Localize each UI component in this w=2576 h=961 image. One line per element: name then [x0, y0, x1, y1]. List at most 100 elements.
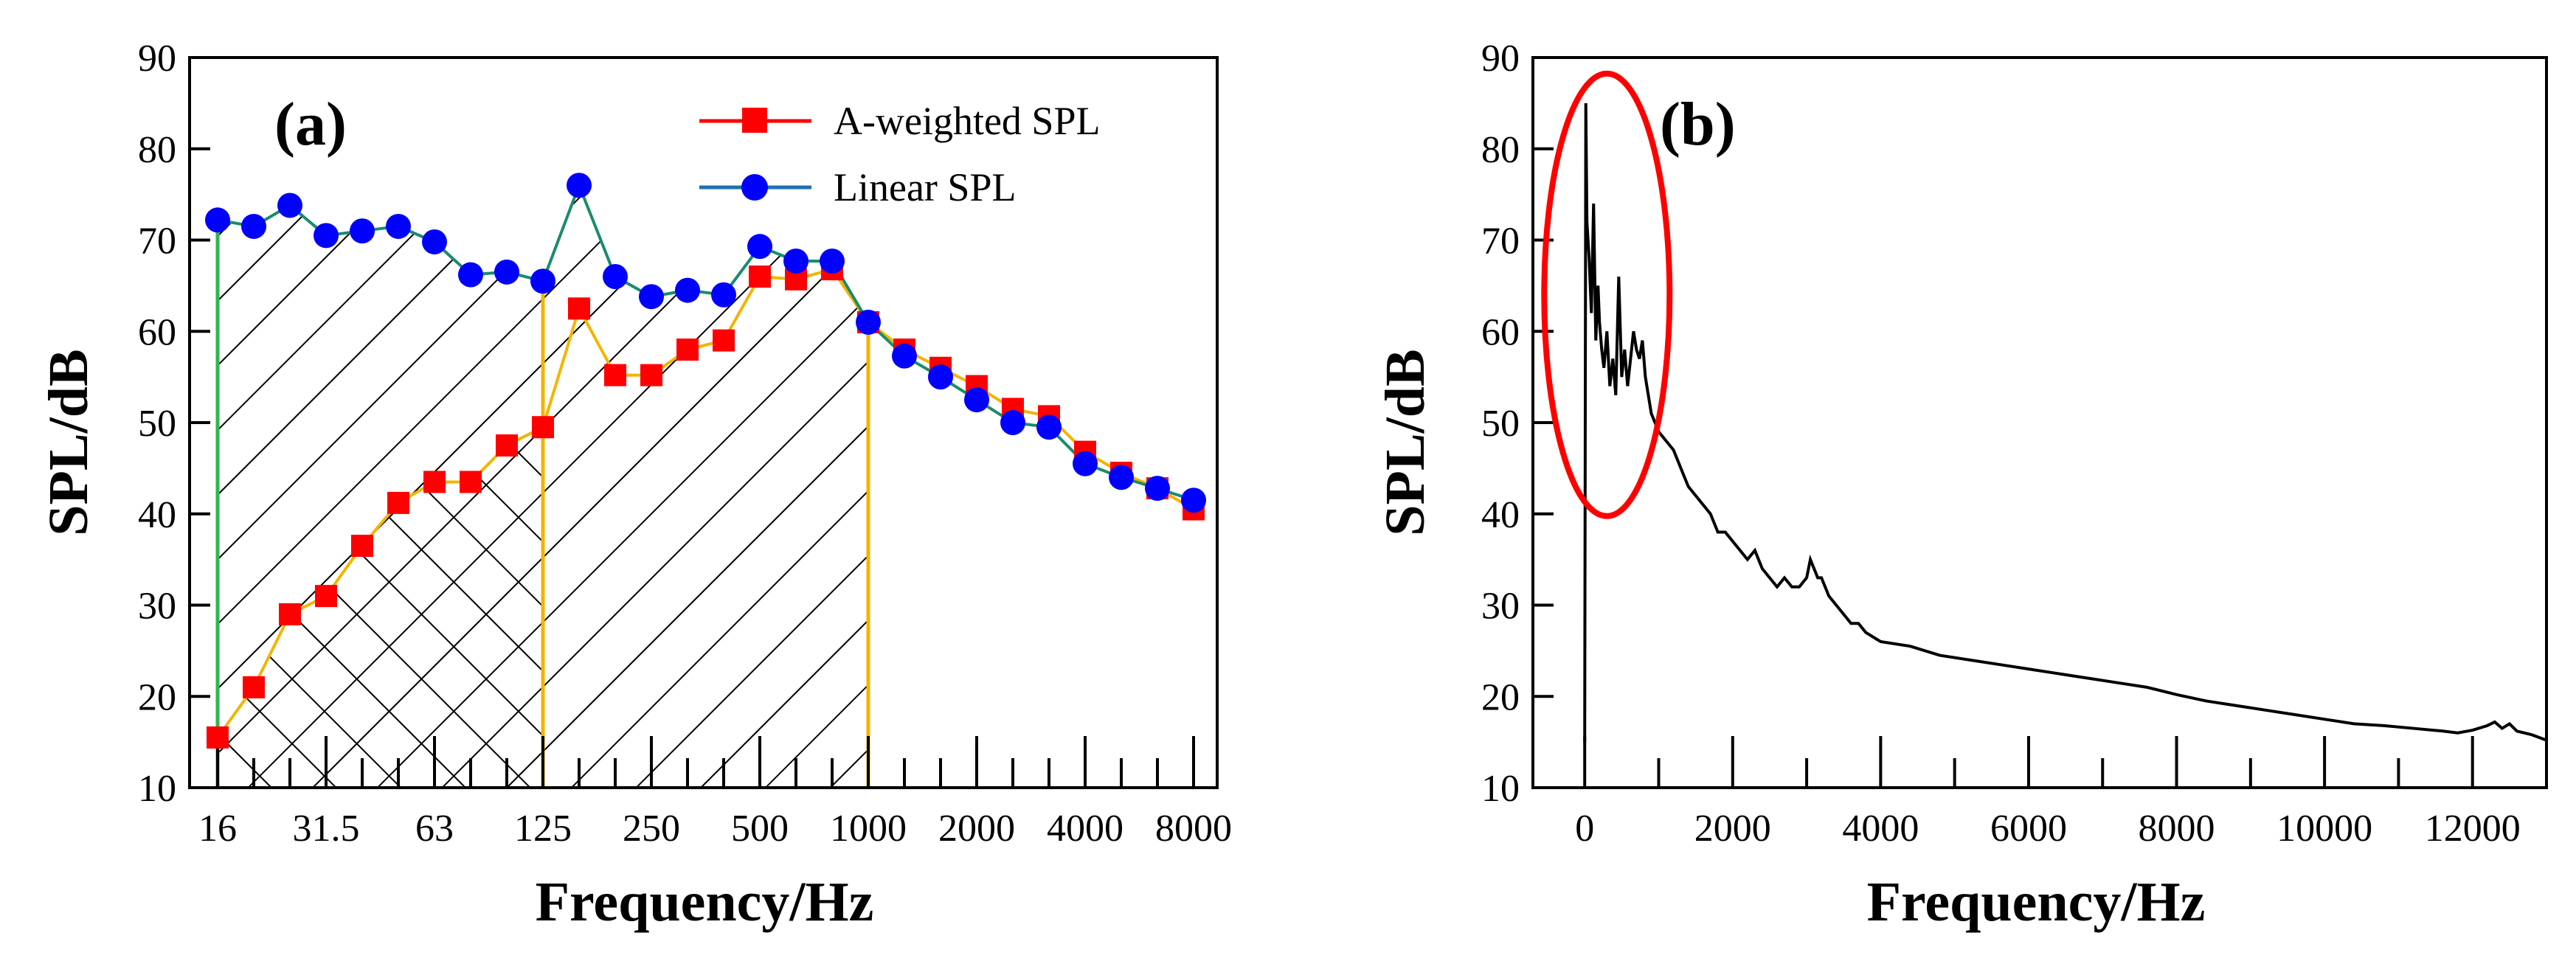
legend-marker-circle — [741, 174, 768, 201]
y-tick-labels: 10 20 30 40 50 60 70 80 90 — [1481, 38, 1520, 810]
data-point-a-weighted — [568, 297, 590, 320]
data-point-a-weighted — [460, 471, 482, 493]
data-point-linear — [928, 364, 953, 390]
y-tick-label: 10 — [1481, 768, 1520, 810]
panel-label-a: (a) — [274, 90, 347, 159]
y-tick-label: 30 — [138, 586, 176, 628]
data-point-a-weighted — [315, 585, 337, 608]
data-point-a-weighted — [676, 339, 699, 361]
y-tick-label: 60 — [1481, 311, 1520, 353]
x-tick-label: 250 — [623, 808, 680, 850]
data-point-a-weighted — [279, 603, 301, 625]
y-tick-label: 40 — [138, 494, 176, 536]
y-tick-label: 90 — [138, 38, 176, 80]
panel-label-b: (b) — [1660, 90, 1736, 159]
data-point-linear — [820, 248, 845, 274]
y-tick-label: 40 — [1481, 494, 1520, 536]
x-tick-label: 4000 — [1047, 808, 1123, 850]
data-point-a-weighted — [351, 535, 373, 558]
data-point-linear — [783, 248, 809, 274]
x-tick-label: 10000 — [2276, 808, 2372, 850]
x-tick-labels: 0 2000 4000 6000 8000 10000 12000 — [1575, 808, 2521, 850]
chart-panel-b: 10 20 30 40 50 60 70 80 90 0 2000 4000 6000 8000 1000… — [1374, 38, 2548, 933]
y-tick-label: 10 — [138, 768, 176, 810]
y-tick-label: 70 — [1481, 221, 1520, 263]
axis-ticks — [1533, 56, 2474, 789]
highlight-ellipse — [1541, 70, 1673, 519]
x-axis-title-b: Frequency/Hz — [1867, 871, 2206, 933]
x-tick-label: 6000 — [1990, 808, 2067, 850]
data-point-linear — [277, 192, 302, 218]
y-tick-label: 70 — [138, 221, 176, 263]
data-point-linear — [603, 264, 628, 289]
data-point-linear — [1181, 488, 1206, 513]
x-tick-label: 12000 — [2425, 808, 2521, 850]
x-tick-label: 500 — [731, 808, 789, 850]
x-tick-label: 0 — [1575, 808, 1594, 850]
legend-entry-linear: Linear SPL — [699, 165, 1016, 209]
data-point-linear — [1000, 410, 1025, 435]
data-point-linear — [422, 229, 447, 254]
plot-frame — [188, 56, 1219, 789]
x-tick-label: 31.5 — [293, 808, 360, 850]
spectrum-line — [1583, 103, 2547, 743]
data-point-linear — [241, 213, 266, 239]
x-axis-title-a: Frequency/Hz — [536, 871, 874, 933]
chart-panel-a: 10 20 30 40 50 60 70 80 90 16 31.5 63 125 250 500 1000… — [38, 38, 1232, 933]
data-point-linear — [567, 173, 592, 198]
data-point-a-weighted — [387, 491, 409, 514]
y-tick-label: 30 — [1481, 586, 1520, 628]
data-point-linear — [1109, 465, 1134, 490]
data-point-a-weighted — [640, 364, 662, 386]
y-tick-label: 20 — [138, 676, 176, 718]
data-point-linear — [711, 282, 736, 308]
data-point-linear — [964, 387, 989, 413]
data-point-a-weighted — [749, 266, 771, 288]
x-tick-label: 1000 — [830, 808, 907, 850]
data-point-linear — [675, 277, 700, 303]
hatch-region — [543, 185, 868, 788]
x-tick-label: 16 — [198, 808, 237, 850]
data-point-linear — [856, 309, 881, 335]
data-point-a-weighted — [713, 329, 735, 352]
y-tick-label: 60 — [138, 311, 176, 353]
data-point-linear — [205, 207, 230, 233]
series-group — [205, 173, 1206, 749]
data-point-linear — [386, 213, 411, 239]
data-point-a-weighted — [207, 726, 229, 749]
y-tick-label: 80 — [138, 129, 176, 171]
data-point-linear — [314, 223, 339, 249]
data-point-linear — [1036, 414, 1062, 440]
data-point-linear — [639, 284, 664, 310]
axis-ticks — [190, 56, 1195, 789]
y-tick-label: 50 — [138, 403, 176, 445]
x-tick-label: 2000 — [1694, 808, 1771, 850]
data-point-linear — [494, 259, 519, 285]
y-axis-title-b: SPL/dB — [1374, 349, 1436, 535]
legend-label-linear: Linear SPL — [834, 165, 1016, 209]
plot-frame — [1531, 56, 2548, 789]
legend-entry-a-weighted: A-weighted SPL — [699, 99, 1100, 143]
x-tick-labels: 16 31.5 63 125 250 500 1000 2000 4000 8000 — [198, 808, 1232, 850]
data-point-a-weighted — [604, 364, 626, 386]
data-point-linear — [747, 234, 772, 260]
data-point-linear — [1073, 451, 1098, 476]
data-point-a-weighted — [423, 471, 446, 493]
y-tick-label: 90 — [1481, 38, 1520, 80]
shaded-regions — [215, 185, 870, 788]
x-tick-label: 125 — [514, 808, 572, 850]
y-tick-label: 80 — [1481, 129, 1520, 171]
series-line — [217, 181, 1194, 502]
legend-label-a-weighted: A-weighted SPL — [834, 99, 1100, 143]
x-tick-label: 8000 — [2139, 808, 2215, 850]
data-point-linear — [350, 218, 375, 244]
data-point-linear — [892, 343, 917, 369]
data-point-linear — [458, 262, 483, 288]
y-tick-labels: 10 20 30 40 50 60 70 80 90 — [138, 38, 176, 810]
data-point-linear — [530, 268, 555, 294]
y-axis-title-a: SPL/dB — [38, 349, 100, 535]
legend-marker-square — [742, 108, 767, 133]
data-point-a-weighted — [532, 416, 554, 439]
x-tick-label: 63 — [415, 808, 454, 850]
data-point-linear — [1145, 476, 1170, 502]
